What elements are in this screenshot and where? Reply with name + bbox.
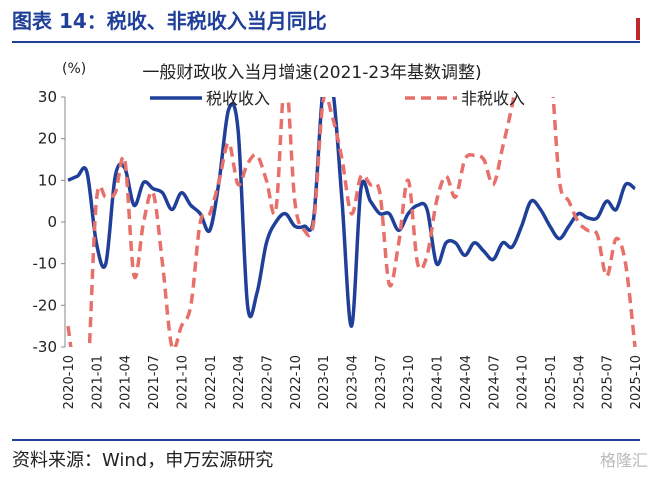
source: 资料来源：Wind，申万宏源研究 [12, 450, 273, 471]
y-tick-label: -30 [33, 338, 58, 356]
y-tick-label: 0 [47, 213, 57, 231]
y-tick-label: 10 [38, 171, 57, 189]
x-tick-label: 2025-01 [544, 355, 559, 409]
x-tick-label: 2020-10 [62, 355, 77, 409]
y-tick-label: -20 [33, 296, 58, 314]
x-tick-label: 2022-01 [204, 355, 219, 409]
x-tick-label: 2024-01 [431, 355, 446, 409]
watermark: 格隆汇 [600, 451, 648, 470]
x-tick-label: 2021-10 [175, 355, 190, 409]
series-line [67, 97, 637, 328]
page-title: 图表 14：税收、非税收入当月同比 [12, 9, 327, 33]
title-mark [636, 18, 640, 40]
x-tick-label: 2023-10 [402, 355, 417, 409]
y-unit: (%) [62, 61, 86, 77]
x-tick-label: 2025-10 [629, 355, 644, 409]
x-tick-label: 2025-07 [601, 355, 616, 409]
x-tick-label: 2024-04 [459, 355, 474, 409]
y-tick-label: 20 [38, 130, 57, 148]
x-tick-label: 2025-04 [572, 355, 587, 409]
x-tick-label: 2023-04 [346, 355, 361, 409]
x-tick-label: 2024-07 [487, 355, 502, 409]
x-tick-label: 2023-07 [374, 355, 389, 409]
x-tick-label: 2024-10 [516, 355, 531, 409]
legend-label: 税收收入 [206, 89, 270, 108]
x-tick-label: 2022-10 [289, 355, 304, 409]
y-tick-label: 30 [38, 88, 57, 106]
y-tick-label: -10 [33, 255, 58, 273]
plot-area [66, 97, 637, 347]
x-tick-label: 2021-07 [147, 355, 162, 409]
chart-title: 一般财政收入当月增速(2021-23年基数调整) [142, 63, 481, 83]
x-tick-label: 2023-01 [317, 355, 332, 409]
x-tick-label: 2022-07 [260, 355, 275, 409]
legend-label: 非税收入 [461, 89, 525, 108]
x-tick-label: 2022-04 [232, 355, 247, 409]
x-tick-label: 2021-01 [90, 355, 105, 409]
x-tick-label: 2021-04 [119, 355, 134, 409]
